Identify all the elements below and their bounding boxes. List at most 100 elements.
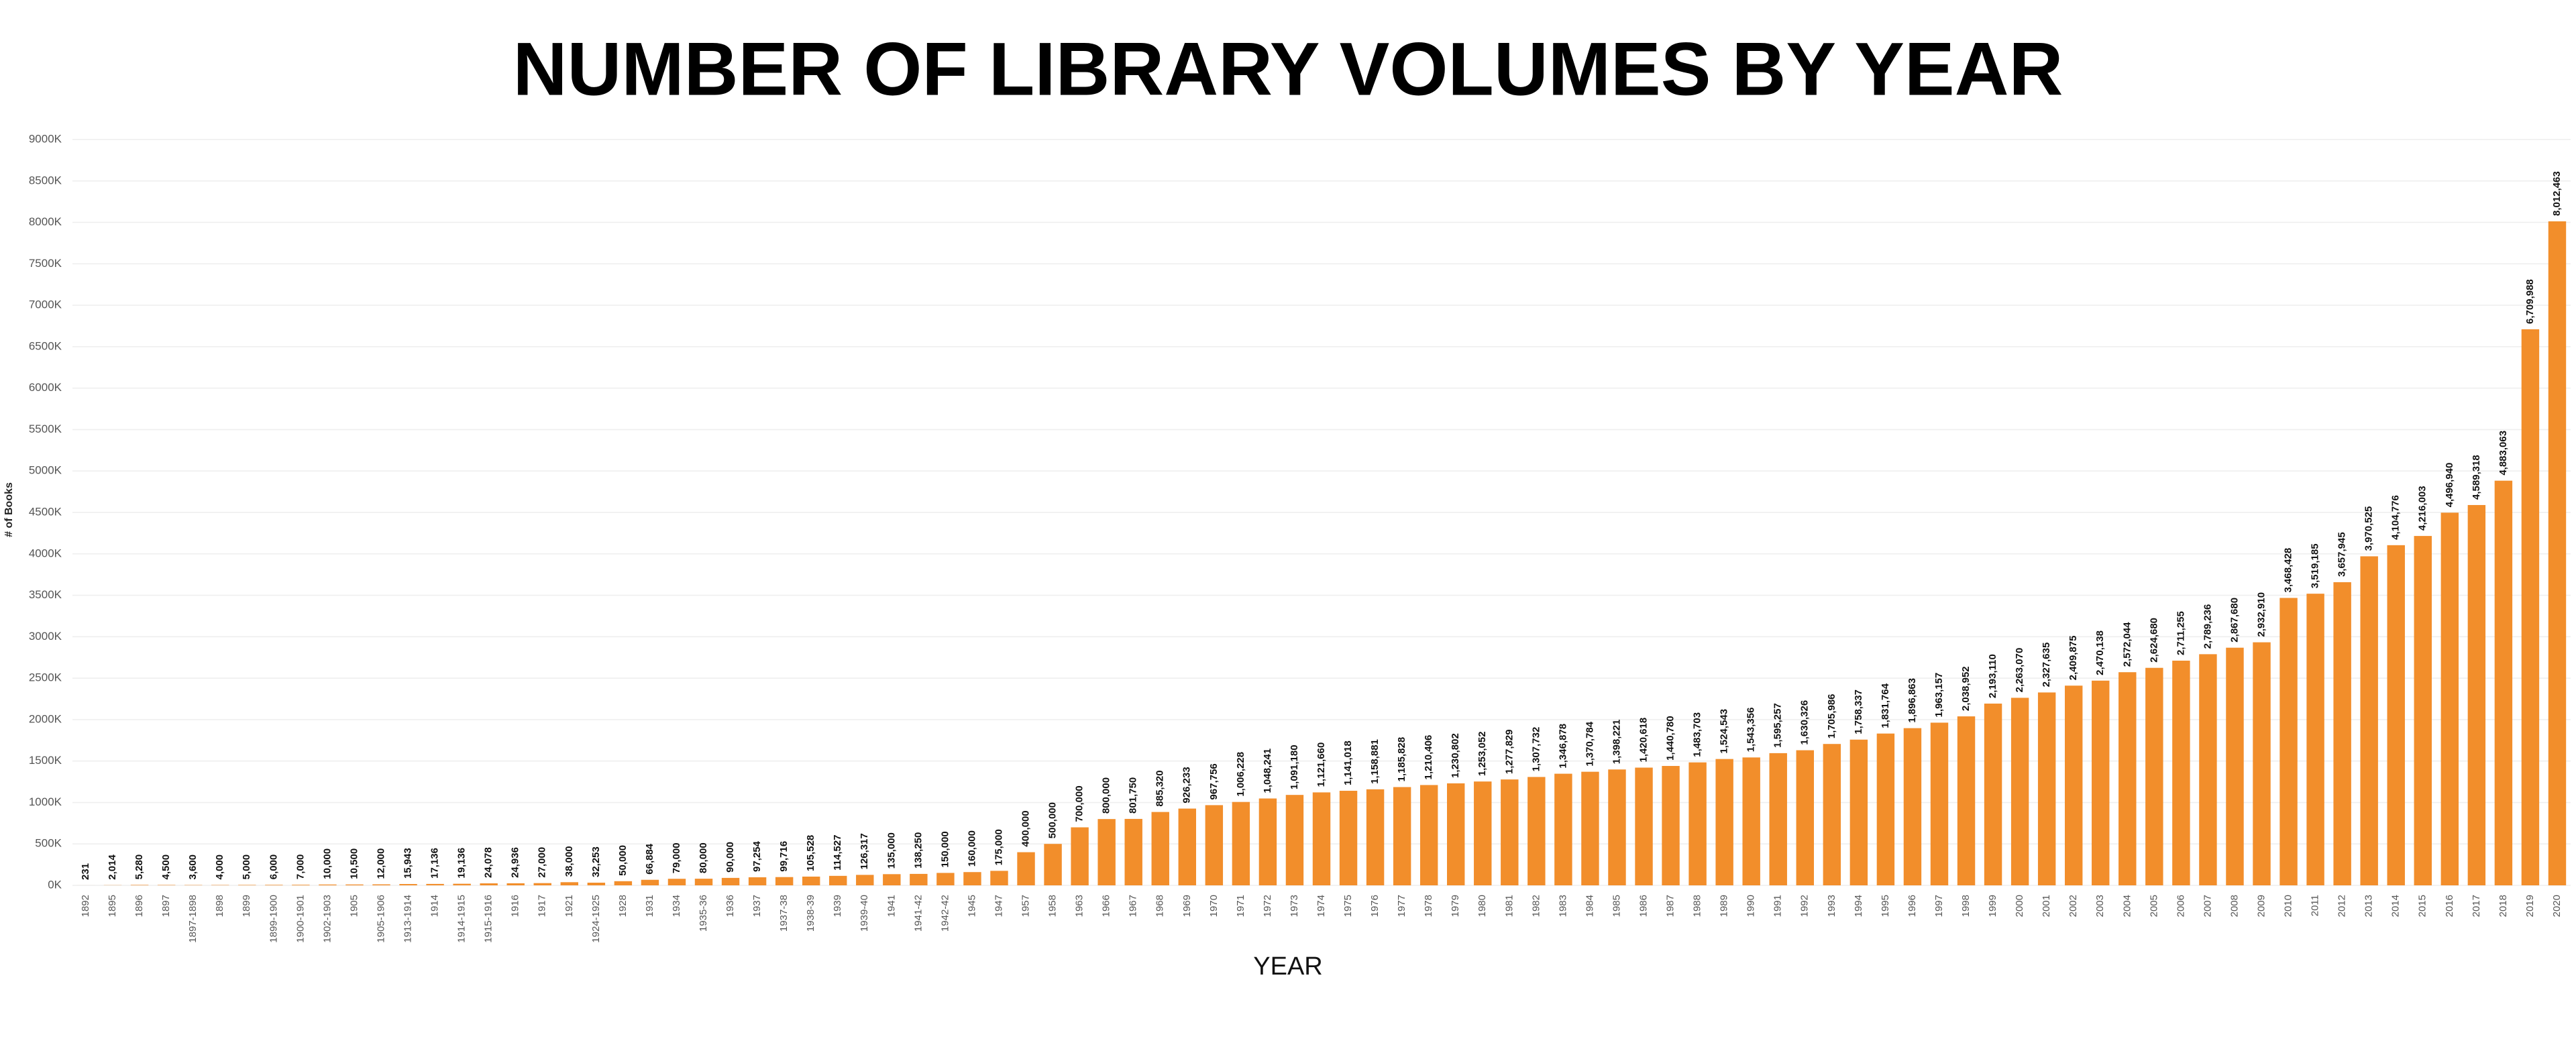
- value-label: 90,000: [724, 842, 736, 873]
- value-label: 1,483,703: [1692, 712, 1703, 757]
- y-tick-label: 8000K: [29, 215, 62, 228]
- bar: [480, 883, 498, 885]
- x-tick-label: 1966: [1101, 895, 1112, 917]
- bar: [990, 871, 1008, 885]
- x-tick-label: 2013: [2363, 895, 2375, 917]
- value-label: 1,440,780: [1665, 716, 1676, 761]
- x-tick-label: 1996: [1907, 895, 1918, 917]
- bar: [641, 879, 659, 885]
- value-label: 2,932,910: [2255, 592, 2267, 637]
- x-tick-label: 1915-1916: [483, 895, 494, 943]
- value-label: 2,789,236: [2202, 604, 2213, 649]
- value-label: 97,254: [751, 840, 763, 872]
- value-label: 3,657,945: [2337, 532, 2348, 577]
- bar: [560, 882, 579, 885]
- x-tick-label: 1942-42: [939, 895, 951, 932]
- x-tick-label: 2015: [2417, 895, 2428, 917]
- value-label: 800,000: [1101, 777, 1112, 814]
- value-label: 231: [80, 863, 91, 880]
- x-tick-label: 2016: [2444, 895, 2455, 917]
- x-tick-label: 2002: [2068, 895, 2079, 917]
- x-tick-label: 2006: [2175, 895, 2186, 917]
- y-tick-label: 6500K: [29, 339, 62, 352]
- x-tick-label: 2018: [2498, 895, 2509, 917]
- bar: [2092, 680, 2110, 885]
- x-tick-label: 2017: [2471, 895, 2482, 917]
- value-label: 4,216,003: [2417, 486, 2428, 531]
- x-tick-label: 1998: [1960, 895, 1972, 917]
- bar: [1419, 785, 1438, 885]
- bar: [1796, 750, 1814, 885]
- x-tick-label: 1913-1914: [402, 895, 414, 943]
- y-tick-label: 9000K: [29, 132, 62, 145]
- x-tick-label: 2007: [2202, 895, 2213, 917]
- x-tick-label: 1987: [1665, 895, 1676, 917]
- value-label: 926,233: [1181, 767, 1193, 803]
- value-label: 1,370,784: [1584, 721, 1595, 766]
- bar: [829, 875, 847, 885]
- value-label: 4,000: [214, 854, 225, 880]
- x-tick-label: 2012: [2337, 895, 2348, 917]
- y-tick-label: 4000K: [29, 547, 62, 559]
- x-tick-label: 1995: [1880, 895, 1891, 917]
- x-tick-label: 2001: [2041, 895, 2052, 917]
- bar: [2360, 556, 2378, 885]
- value-label: 1,158,881: [1369, 739, 1381, 784]
- x-tick-label: 1963: [1074, 895, 1085, 917]
- bar: [426, 883, 444, 885]
- bar: [1635, 767, 1653, 885]
- x-tick-label: 1968: [1155, 895, 1166, 917]
- value-label: 160,000: [966, 830, 977, 867]
- value-label: 1,185,828: [1396, 737, 1407, 782]
- bar: [2118, 672, 2137, 885]
- value-label: 1,831,764: [1880, 683, 1891, 728]
- x-tick-label: 1989: [1719, 895, 1730, 917]
- bar: [1393, 787, 1411, 885]
- bar: [2172, 661, 2190, 885]
- bar: [2037, 692, 2056, 885]
- bar: [1447, 783, 1465, 885]
- chart-title: NUMBER OF LIBRARY VOLUMES BY YEAR: [513, 27, 2063, 111]
- bar: [1769, 753, 1787, 885]
- value-label: 1,277,829: [1503, 729, 1515, 774]
- bar: [1823, 744, 1841, 885]
- value-label: 4,104,776: [2390, 495, 2402, 540]
- bar: [2064, 685, 2083, 885]
- y-tick-label: 5000K: [29, 464, 62, 477]
- bar: [2306, 594, 2324, 885]
- value-label: 4,500: [160, 854, 172, 880]
- value-label: 7,000: [294, 854, 306, 880]
- x-tick-label: 1990: [1746, 895, 1757, 917]
- value-label: 2,624,680: [2148, 618, 2159, 663]
- x-tick-label: 1941-42: [912, 895, 924, 932]
- bar: [1232, 802, 1250, 885]
- value-label: 32,253: [590, 846, 602, 877]
- bar: [1608, 769, 1626, 885]
- value-label: 6,000: [268, 854, 279, 880]
- x-tick-label: 1957: [1020, 895, 1031, 917]
- value-label: 3,970,525: [2363, 506, 2375, 551]
- value-label: 24,078: [483, 847, 494, 878]
- value-label: 66,884: [644, 843, 655, 875]
- x-tick-label: 1979: [1450, 895, 1461, 917]
- bar: [1151, 812, 1169, 885]
- x-tick-label: 1931: [644, 895, 655, 917]
- bar: [2333, 582, 2351, 885]
- value-label: 135,000: [885, 832, 897, 869]
- value-label: 19,136: [456, 848, 468, 879]
- bar: [2387, 545, 2405, 885]
- bar: [2145, 667, 2163, 885]
- x-tick-label: 1899-1900: [268, 895, 279, 943]
- y-tick-label: 2000K: [29, 712, 62, 725]
- y-tick-label: 3500K: [29, 588, 62, 601]
- value-label: 105,528: [805, 835, 816, 871]
- x-tick-label: 2009: [2255, 895, 2267, 917]
- x-tick-label: 1983: [1557, 895, 1568, 917]
- x-tick-label: 1945: [966, 895, 977, 917]
- x-axis-title: YEAR: [1253, 952, 1322, 981]
- value-label: 1,595,257: [1772, 703, 1784, 748]
- x-tick-label: 1988: [1692, 895, 1703, 917]
- y-tick-label: 500K: [35, 837, 62, 850]
- x-tick-label: 1991: [1772, 895, 1784, 917]
